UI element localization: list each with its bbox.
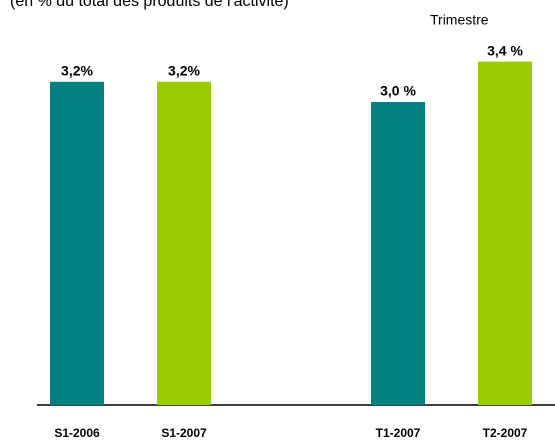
- x-tick-label: T1-2007: [376, 426, 421, 440]
- x-tick-label: S1-2007: [161, 426, 207, 440]
- annotation: Trimestre: [430, 12, 489, 28]
- bar: [478, 61, 532, 405]
- chart-subtitle: (en % du total des produits de l'activit…: [10, 0, 289, 10]
- x-tick-label: S1-2006: [54, 426, 100, 440]
- value-label: 3,2%: [61, 63, 93, 79]
- x-tick-label: T2-2007: [483, 426, 528, 440]
- bar: [371, 102, 425, 405]
- value-label: 3,4 %: [487, 42, 523, 58]
- value-label: 3,0 %: [380, 83, 416, 99]
- bar: [50, 81, 104, 406]
- bar: [157, 81, 211, 406]
- value-label: 3,2%: [168, 63, 200, 79]
